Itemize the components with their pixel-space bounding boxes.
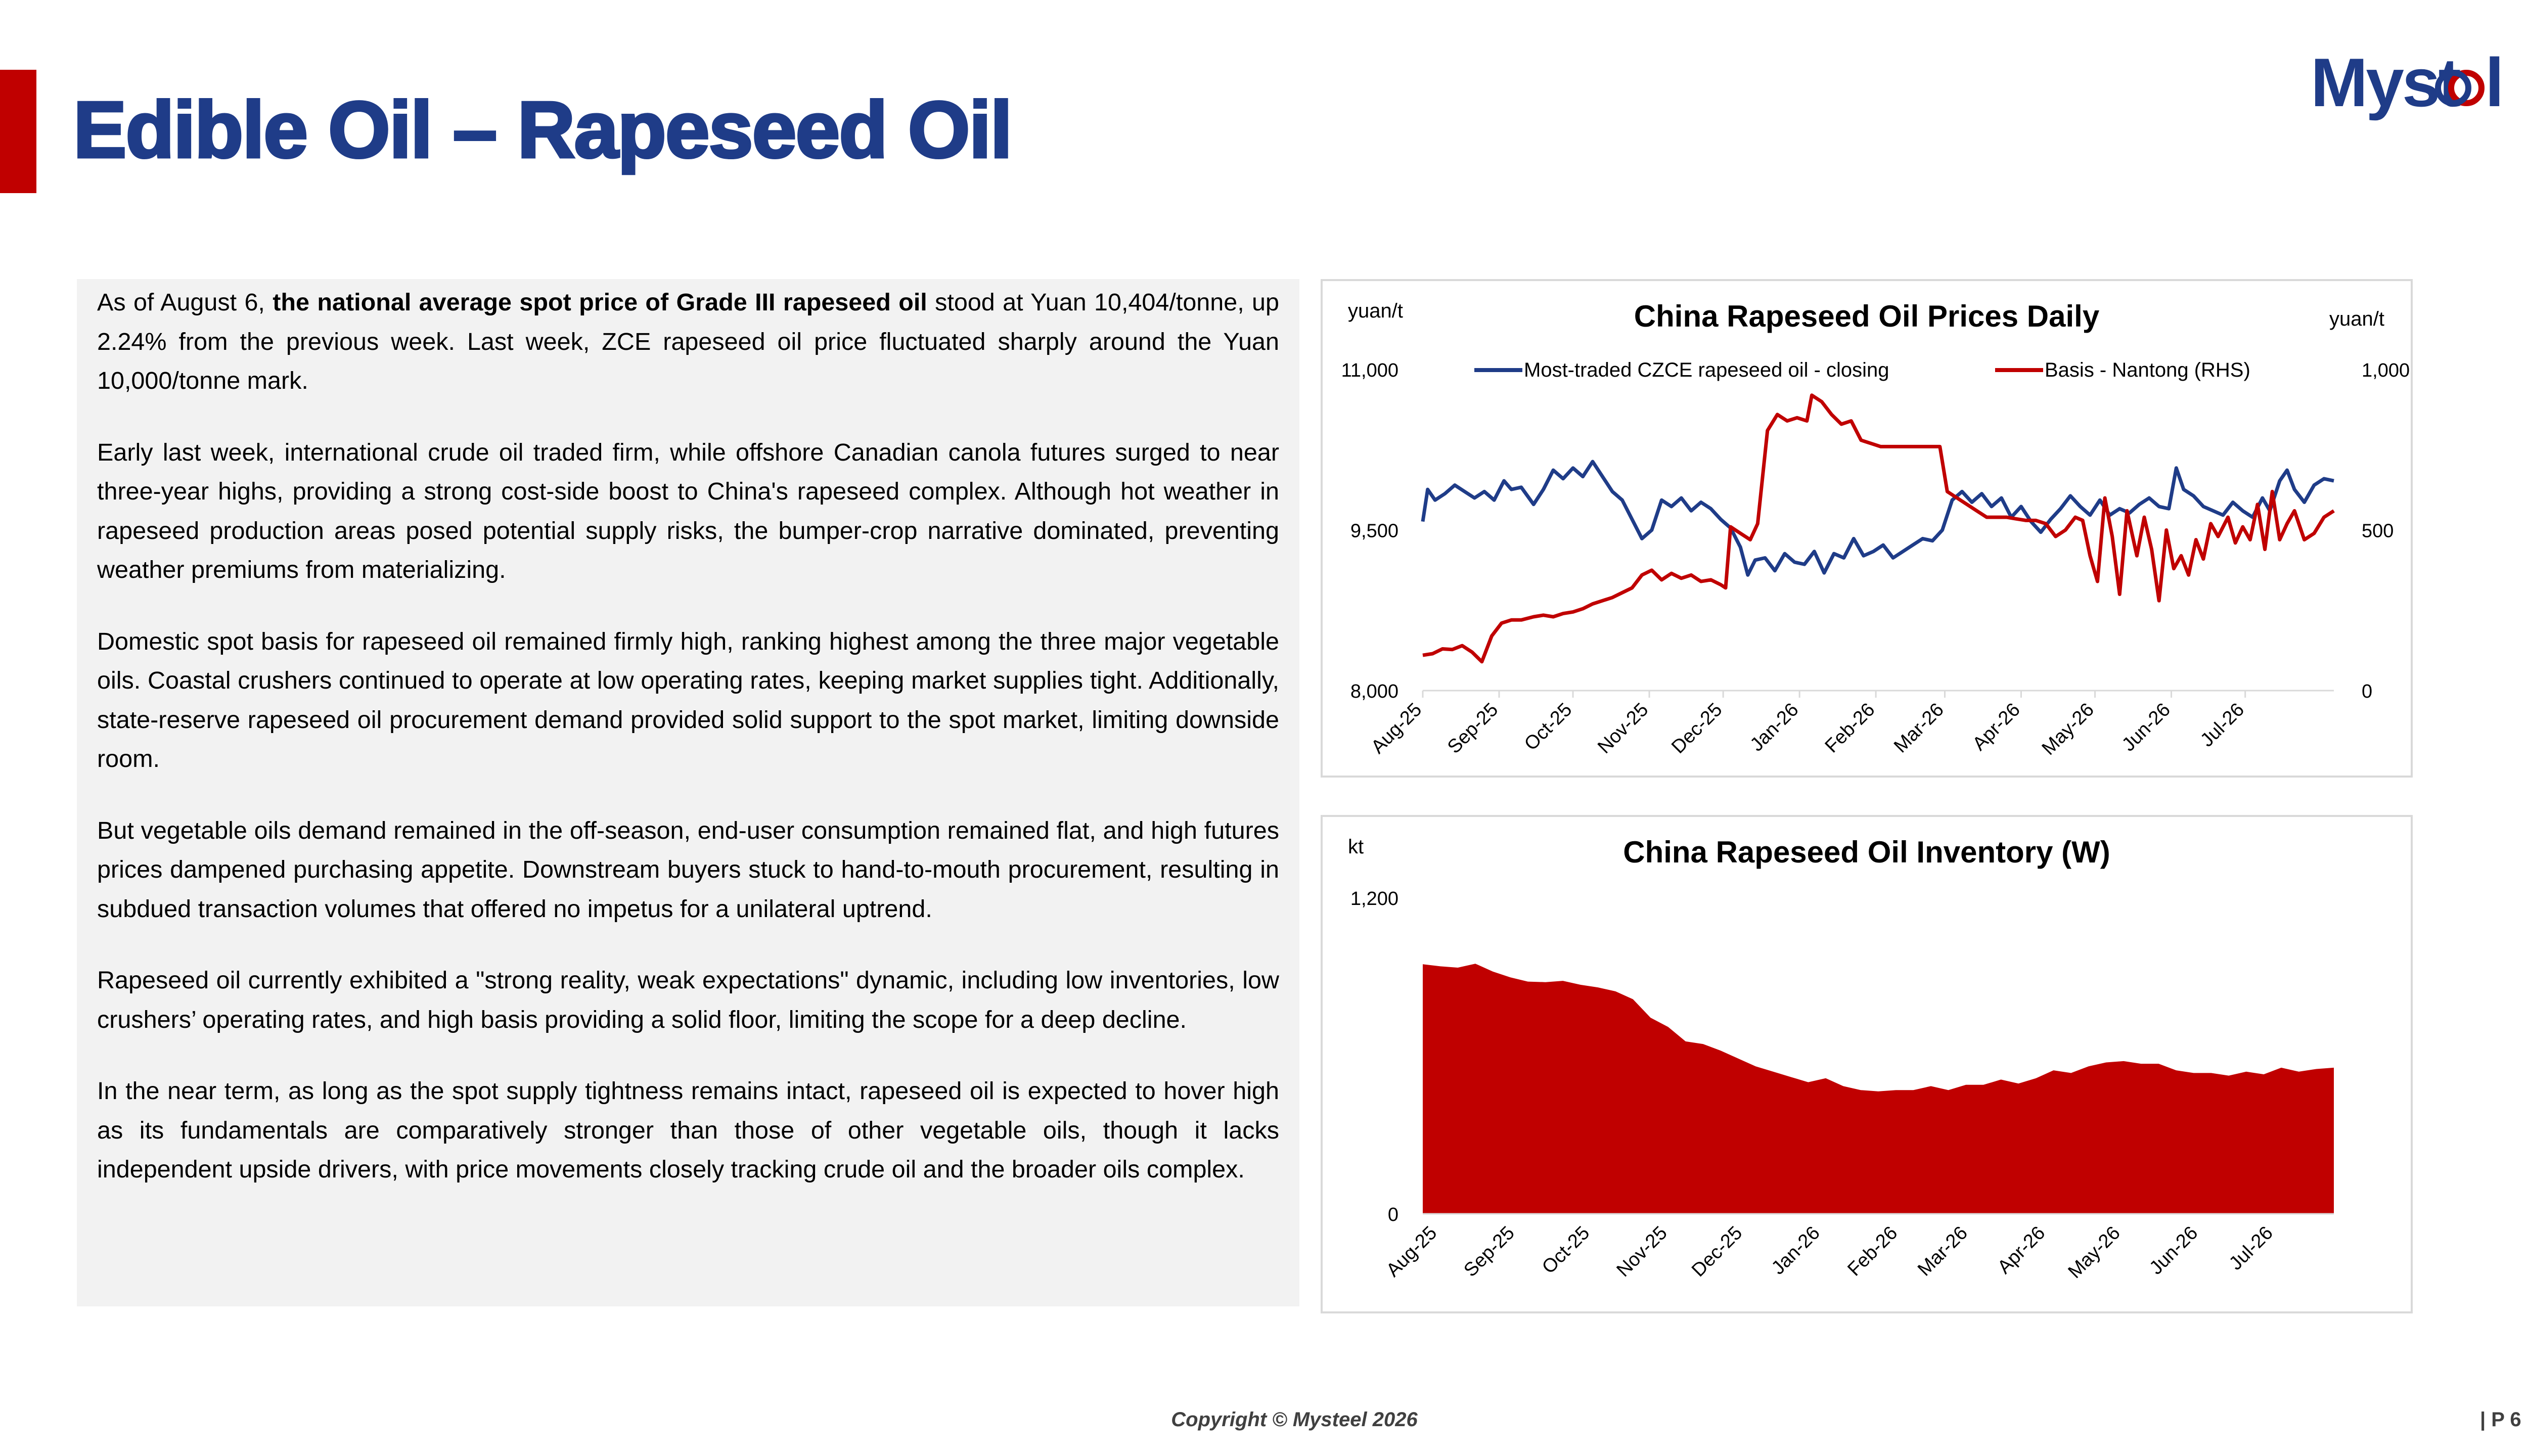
commentary-panel: As of August 6, the national average spo… — [77, 279, 1299, 1306]
x-tick-label: Jan-26 — [1768, 1222, 1824, 1279]
y-tick-label: 0 — [1388, 1204, 1398, 1225]
inventory-area — [1423, 964, 2334, 1214]
x-tick-label: Apr-26 — [1994, 1222, 2049, 1278]
y-tick-label-right: 0 — [2362, 681, 2372, 702]
closing-price-series-line — [1421, 460, 2334, 577]
basis-series-line — [1422, 393, 2335, 664]
legend-label: Basis - Nantong (RHS) — [2045, 359, 2250, 381]
x-tick-label: Dec-25 — [1667, 699, 1726, 758]
y-tick-label-left: 11,000 — [1341, 360, 1398, 381]
legend-label: Most-traded CZCE rapeseed oil - closing — [1524, 359, 1889, 381]
x-tick-label: Sep-25 — [1443, 699, 1502, 758]
price-chart-panel: China Rapeseed Oil Prices Daily yuan/t yua… — [1321, 279, 2413, 778]
x-tick-label: Jul-26 — [2196, 699, 2248, 751]
chart-title: China Rapeseed Oil Prices Daily — [1634, 299, 2100, 333]
y-tick-label-right: 500 — [2362, 521, 2394, 542]
y-tick-label-right: 1,000 — [2362, 360, 2410, 381]
x-tick-label: Dec-25 — [1688, 1222, 1746, 1281]
y-tick-label-left: 8,000 — [1350, 681, 1398, 702]
logo-text-end: l — [2485, 44, 2504, 121]
x-tick-label: Nov-25 — [1612, 1222, 1671, 1281]
x-tick-label: Jan-26 — [1746, 699, 1803, 756]
p1-bold: the national average spot price of Grade… — [273, 289, 927, 316]
x-tick-label: Aug-25 — [1367, 699, 1426, 758]
x-tick-label: Jun-26 — [2145, 1222, 2202, 1279]
x-tick-label: Feb-26 — [1821, 699, 1879, 757]
x-tick-label: Jul-26 — [2225, 1222, 2277, 1275]
x-tick-label: Mar-26 — [1890, 699, 1948, 757]
page-number: | P 6 — [2480, 1408, 2521, 1431]
title-accent-bar — [0, 70, 36, 193]
x-tick-label: May-26 — [2064, 1222, 2125, 1283]
commentary-paragraph-4: But vegetable oils demand remained in th… — [97, 816, 1279, 923]
commentary-paragraph-5: Rapeseed oil currently exhibited a "stro… — [97, 967, 1279, 1033]
commentary-paragraph-6: In the near term, as long as the spot su… — [97, 1077, 1279, 1183]
commentary-paragraph-2: Early last week, international crude oil… — [97, 438, 1279, 584]
x-tick-label: Aug-25 — [1382, 1222, 1441, 1281]
x-tick-label: May-26 — [2038, 699, 2098, 759]
x-tick-label: Feb-26 — [1843, 1222, 1902, 1281]
chart-title: China Rapeseed Oil Inventory (W) — [1623, 835, 2110, 869]
inventory-chart-panel: China Rapeseed Oil Inventory (W) kt 0 1,200… — [1321, 815, 2413, 1313]
commentary-paragraph-3: Domestic spot basis for rapeseed oil rem… — [97, 627, 1279, 773]
x-tick-label: Nov-25 — [1594, 699, 1652, 758]
logo-ring-red — [2448, 70, 2485, 106]
price-chart: China Rapeseed Oil Prices Daily yuan/t yua… — [1341, 299, 2410, 759]
inventory-chart: China Rapeseed Oil Inventory (W) kt 0 1,200… — [1348, 835, 2334, 1283]
y-axis-label-left: yuan/t — [1348, 300, 1403, 322]
logo-ring-blue — [2435, 70, 2471, 106]
copyright-text: Copyright © Mysteel 2026 — [1171, 1408, 1418, 1431]
y-tick-label-left: 9,500 — [1350, 521, 1398, 542]
y-axis-label: kt — [1348, 836, 1364, 858]
y-axis-label-right: yuan/t — [2329, 308, 2384, 330]
x-tick-label: Oct-25 — [1520, 699, 1576, 755]
x-tick-label: Sep-25 — [1460, 1222, 1518, 1281]
p1-rest: stood at Yuan 10,404/tonne, up 2.24% fro… — [97, 289, 1279, 394]
x-tick-label: Jun-26 — [2118, 699, 2175, 756]
x-tick-label: Mar-26 — [1914, 1222, 1972, 1281]
y-tick-label: 1,200 — [1350, 888, 1398, 909]
commentary-paragraph-1: As of August 6, the national average spo… — [97, 283, 1279, 401]
mysteel-logo: Myst l — [2311, 44, 2504, 121]
page-title: Edible Oil – Rapeseed Oil — [72, 85, 1013, 174]
p1-lead: As of August 6, — [97, 289, 273, 316]
x-tick-label: Apr-26 — [1968, 699, 2024, 755]
x-tick-label: Oct-25 — [1538, 1222, 1594, 1278]
